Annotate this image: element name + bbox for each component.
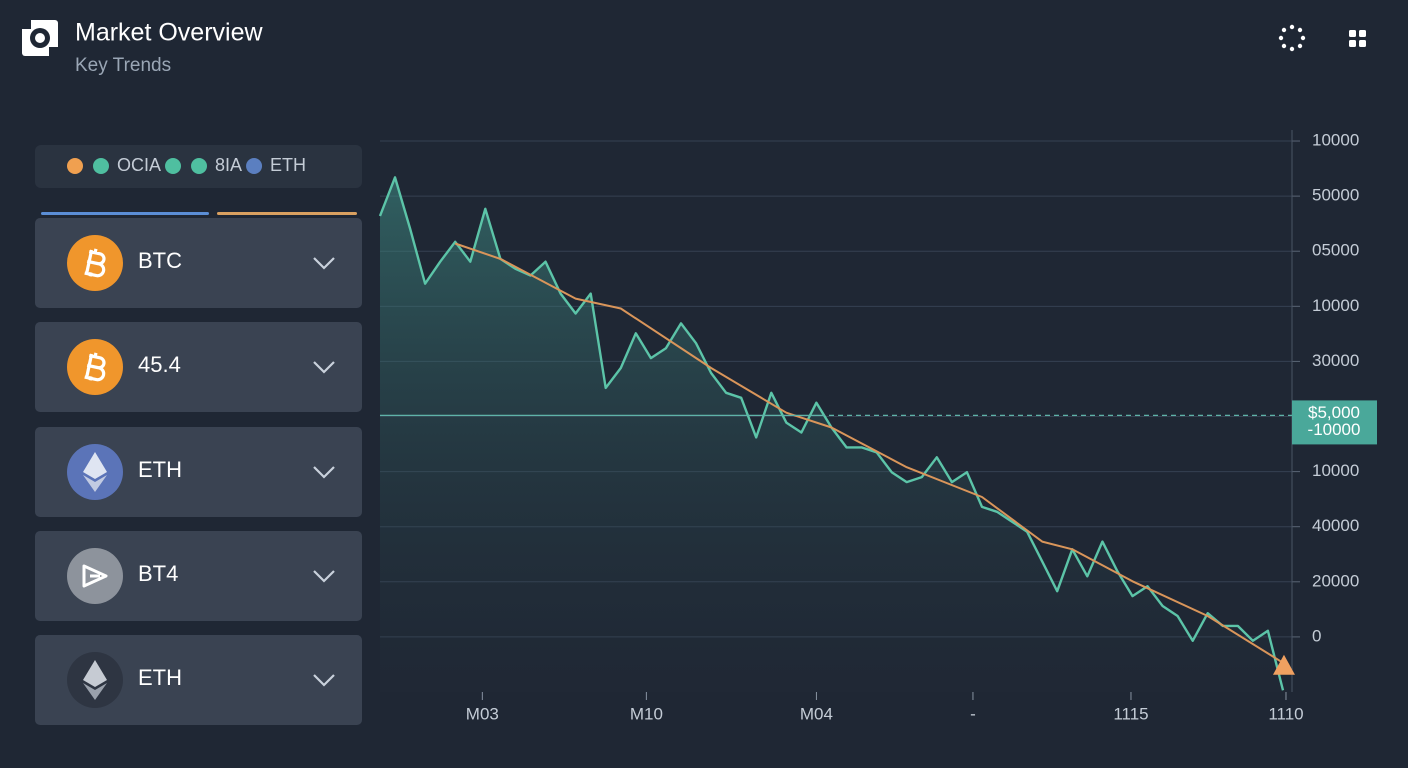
tab-indicator[interactable]	[41, 212, 209, 215]
x-tick-label: M10	[630, 704, 663, 723]
asset-card[interactable]: BTC	[35, 218, 362, 308]
y-tick-label: 10000	[1312, 131, 1359, 150]
legend-label: OCIA	[117, 155, 161, 175]
price-callout-label: -10000	[1308, 420, 1361, 439]
legend: OCIA 8IA ETH	[67, 155, 306, 175]
price-chart: 0 20000 40000 10000 10000 30000 10000 05000 5000…	[378, 130, 1377, 723]
x-tick-label: -	[970, 704, 976, 723]
grid-menu-button[interactable]	[1349, 30, 1366, 47]
legend-dot	[165, 158, 182, 174]
tab-indicator[interactable]	[217, 212, 357, 215]
price-callout-label: $5,000	[1308, 403, 1360, 422]
series-line	[454, 242, 1284, 664]
loading-button[interactable]	[1278, 24, 1306, 52]
legend-label: 8IA	[215, 155, 242, 175]
asset-card[interactable]: ETH	[35, 635, 362, 725]
legend-dot	[93, 158, 109, 174]
app-logo	[22, 20, 58, 56]
y-tick-label: 50000	[1312, 186, 1359, 205]
asset-label: ETH	[138, 457, 182, 482]
asset-card[interactable]: ETH	[35, 427, 362, 517]
y-tick-label: 10000	[1312, 461, 1359, 480]
y-tick-label: 30000	[1312, 351, 1359, 370]
x-tick-label: M03	[466, 704, 499, 723]
page-title: Market Overview	[75, 19, 263, 47]
trend-arrow	[1272, 654, 1295, 675]
x-tick-label: M04	[800, 704, 833, 723]
asset-label: BT4	[138, 561, 178, 586]
legend-label: ETH	[270, 155, 306, 175]
y-tick-label: 10000	[1312, 296, 1359, 315]
y-tick-label: 40000	[1312, 516, 1359, 535]
legend-dot	[191, 158, 208, 174]
asset-card[interactable]: BT4	[35, 531, 362, 621]
legend-dot	[67, 158, 83, 174]
y-tick-label: 0	[1312, 626, 1321, 645]
x-tick-label: 1115	[1113, 704, 1148, 723]
area-fill	[380, 177, 1283, 692]
asset-label: 45.4	[138, 352, 181, 377]
asset-label: ETH	[138, 665, 182, 690]
y-tick-label: 20000	[1312, 571, 1359, 590]
asset-card[interactable]: 45.4	[35, 322, 362, 412]
y-tick-label: 05000	[1312, 241, 1359, 260]
asset-label: BTC	[138, 248, 182, 273]
legend-dot	[246, 158, 263, 174]
page-subtitle: Key Trends	[75, 55, 171, 76]
price-callout	[1292, 400, 1377, 445]
x-tick-label: 1110	[1268, 704, 1303, 723]
